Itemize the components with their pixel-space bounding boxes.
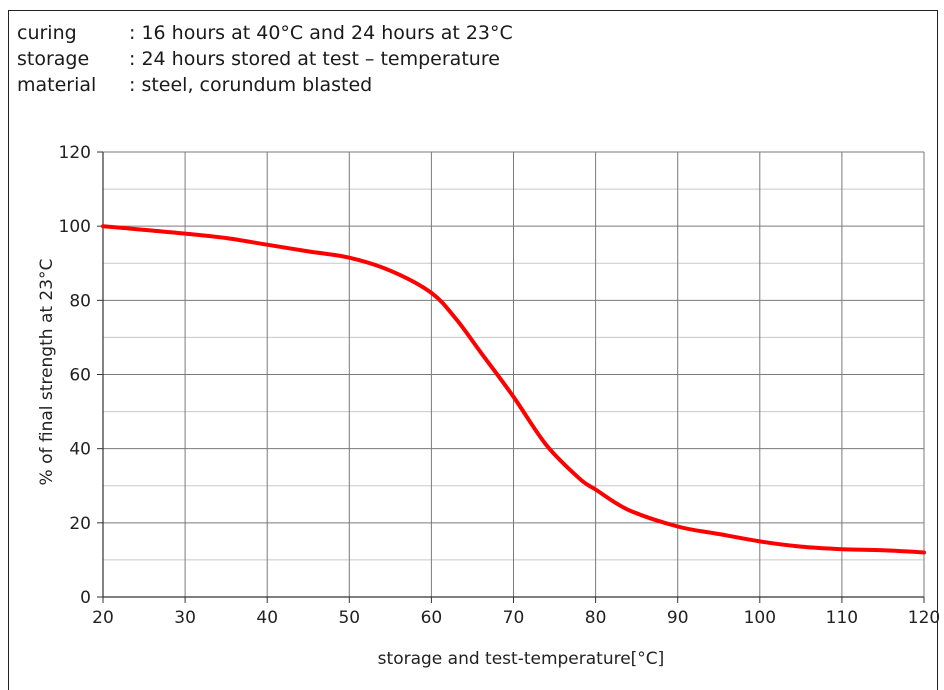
series-layer — [101, 224, 926, 555]
figure-frame — [8, 10, 938, 690]
condition-value: : 16 hours at 40°C and 24 hours at 23°C — [129, 22, 513, 44]
condition-key: storage — [17, 48, 90, 70]
x-tick-label: 90 — [667, 608, 689, 628]
y-tick-label: 0 — [80, 588, 91, 608]
axes — [97, 151, 925, 603]
y-tick-label: 80 — [69, 291, 91, 311]
condition-curing: curing : 16 hours at 40°C and 24 hours a… — [17, 20, 513, 46]
x-tick-label: 40 — [256, 608, 278, 628]
condition-key: material — [17, 74, 97, 96]
condition-material: material : steel, corundum blasted — [17, 72, 513, 98]
y-tick-labels: 0 20 40 60 80 100 120 — [59, 143, 91, 608]
y-tick-label: 100 — [59, 217, 91, 237]
x-tick-label: 120 — [908, 608, 940, 628]
y-tick-label: 120 — [59, 143, 91, 163]
x-axis-label: storage and test-temperature[°C] — [378, 649, 665, 669]
strength-temperature-chart: 20 30 40 50 60 70 80 90 100 110 120 02040608010012… — [37, 143, 940, 669]
condition-value: : 24 hours stored at test – temperature — [129, 48, 500, 70]
y-tick-label: 60 — [69, 366, 91, 386]
x-tick-label: 70 — [503, 608, 525, 628]
major-grid — [103, 151, 925, 597]
strength-curve — [101, 224, 926, 555]
condition-value: : steel, corundum blasted — [129, 74, 373, 96]
x-tick-label: 110 — [826, 608, 858, 628]
condition-storage: storage : 24 hours stored at test – temp… — [17, 46, 513, 72]
x-tick-label: 50 — [338, 608, 360, 628]
x-tick-label: 80 — [585, 608, 607, 628]
y-axis-label: % of final strength at 23°C — [37, 259, 57, 486]
x-tick-label: 100 — [744, 608, 776, 628]
x-tick-label: 60 — [421, 608, 443, 628]
x-tick-label: 30 — [174, 608, 196, 628]
y-tick-label: 20 — [69, 514, 91, 534]
test-conditions: curing : 16 hours at 40°C and 24 hours a… — [17, 20, 513, 98]
x-tick-label: 20 — [92, 608, 114, 628]
x-tick-labels: 20 30 40 50 60 70 80 90 100 110 120 — [92, 608, 940, 628]
y-tick-label: 40 — [69, 440, 91, 460]
condition-key: curing — [17, 22, 77, 44]
